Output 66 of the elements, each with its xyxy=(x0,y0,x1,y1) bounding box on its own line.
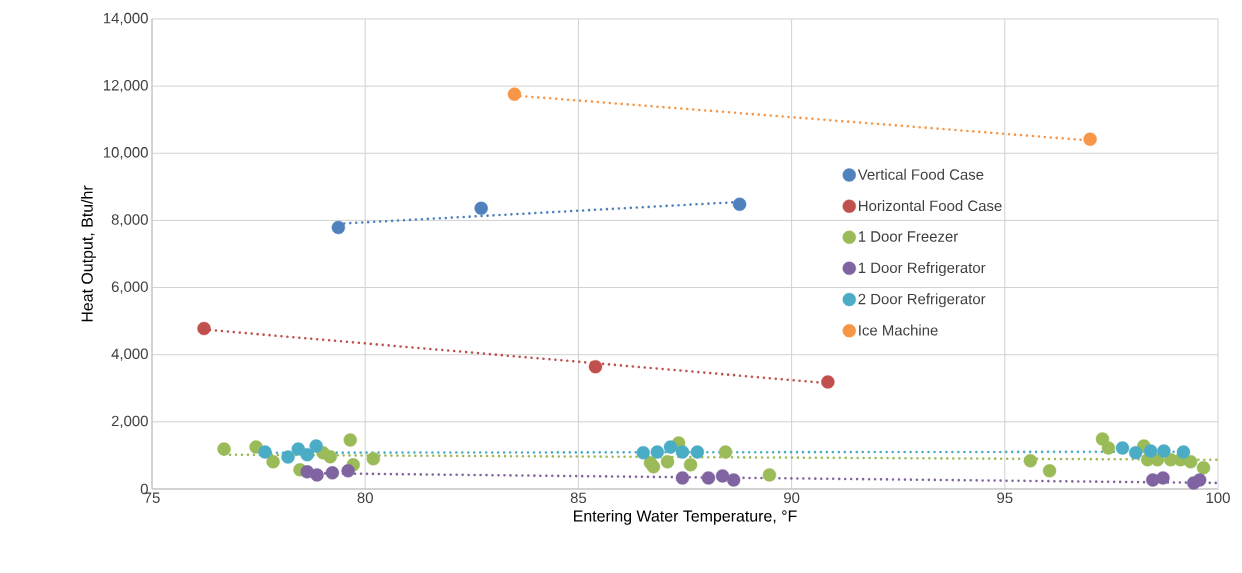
y-tick-label: 8,000 xyxy=(111,214,148,227)
point xyxy=(266,455,280,469)
point xyxy=(726,473,741,487)
point xyxy=(1042,464,1057,478)
legend-label: 1 Door Freezer xyxy=(858,231,958,242)
legend-label: Horizontal Food Case xyxy=(858,200,1002,212)
point xyxy=(732,197,747,211)
x-tick-label: 100 xyxy=(1206,492,1230,504)
y-tick-label: 2,000 xyxy=(111,415,148,429)
point xyxy=(718,445,733,459)
point xyxy=(300,448,314,462)
point xyxy=(343,433,357,447)
point xyxy=(701,471,716,485)
point xyxy=(715,469,730,483)
point xyxy=(675,445,690,459)
legend-label: Ice Machine xyxy=(859,324,938,336)
point xyxy=(1023,454,1038,468)
point xyxy=(1115,441,1130,455)
point xyxy=(309,439,323,453)
point xyxy=(341,464,355,478)
x-tick-label: 95 xyxy=(997,492,1013,504)
point xyxy=(507,87,522,101)
legend-label: 2 Door Refrigerator xyxy=(858,293,986,308)
x-tick-label: 85 xyxy=(570,492,587,504)
point xyxy=(1129,446,1143,460)
y-axis-title: Heat Output, Btu/hr xyxy=(81,185,96,322)
y-tick-label: 14,000 xyxy=(103,12,148,26)
point xyxy=(690,445,705,459)
point xyxy=(636,446,650,460)
point xyxy=(281,450,295,464)
point xyxy=(1192,473,1207,487)
y-tick-label: 10,000 xyxy=(103,147,148,160)
point xyxy=(660,455,675,469)
point xyxy=(1156,471,1170,485)
x-axis-title: Entering Water Temperature, °F xyxy=(574,509,797,525)
point xyxy=(588,360,603,374)
point xyxy=(650,445,664,459)
point xyxy=(325,466,340,480)
legend-label: Vertical Food Case xyxy=(857,168,984,180)
point xyxy=(1095,432,1110,446)
x-tick-label: 90 xyxy=(784,492,800,504)
y-tick-label: 4,000 xyxy=(111,348,148,361)
point xyxy=(675,471,690,485)
legend-label: 1 Door Refrigerator xyxy=(858,262,986,276)
point xyxy=(310,468,324,482)
y-tick-label: 6,000 xyxy=(111,281,148,294)
point xyxy=(1176,445,1191,459)
point xyxy=(331,220,346,235)
point xyxy=(663,440,678,454)
point xyxy=(1101,441,1116,455)
point xyxy=(258,445,272,459)
x-tick-label: 80 xyxy=(357,492,373,504)
point xyxy=(821,375,835,389)
y-tick-label: 12,000 xyxy=(103,79,148,93)
point xyxy=(366,452,381,466)
point xyxy=(646,460,661,474)
point xyxy=(762,468,777,482)
point xyxy=(1157,444,1171,458)
point xyxy=(683,458,698,472)
point xyxy=(217,442,231,456)
point xyxy=(1196,461,1211,475)
point xyxy=(1083,132,1097,146)
point xyxy=(474,201,488,216)
point xyxy=(1184,455,1198,469)
point xyxy=(1143,444,1158,458)
point xyxy=(197,321,211,336)
